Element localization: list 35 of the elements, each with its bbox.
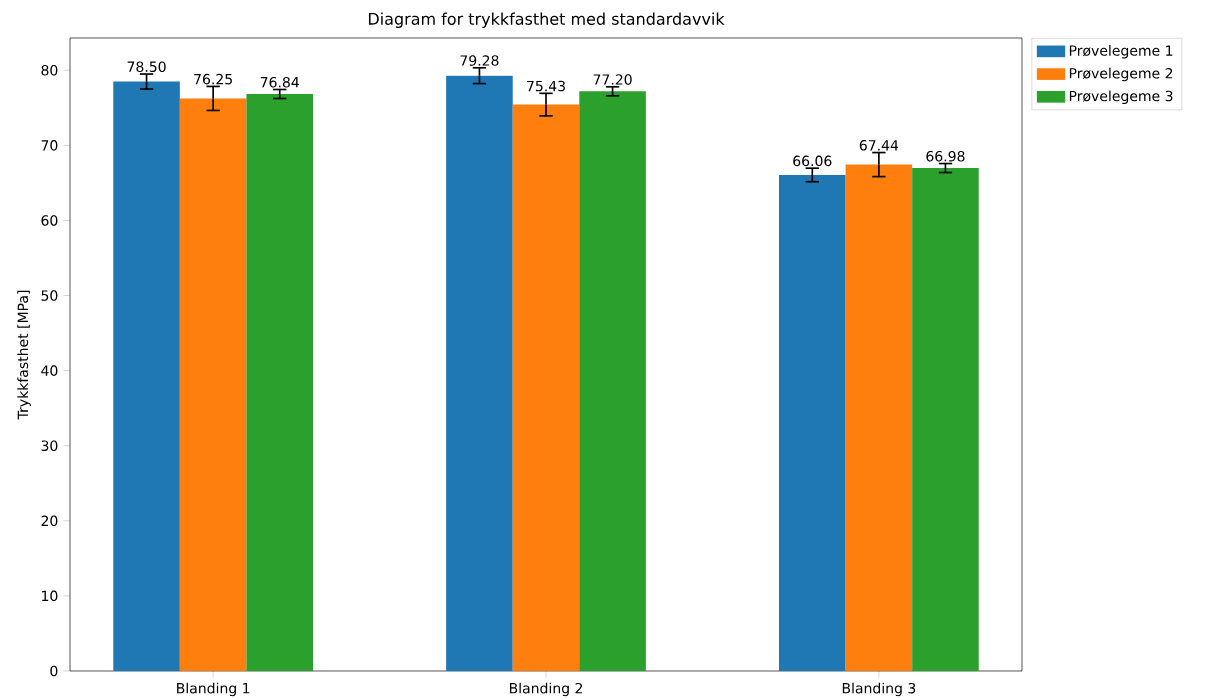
y-tick-label: 80	[41, 64, 58, 76]
legend-label: Prøvelegeme 2	[1069, 67, 1173, 82]
data-label: 77.20	[593, 74, 632, 85]
y-axis-title: Trykkfasthet [MPa]	[17, 290, 31, 420]
data-label: 66.06	[793, 155, 832, 167]
x-tick-label: Blanding 2	[509, 682, 583, 697]
data-label: 67.44	[859, 139, 899, 151]
y-tick-label: 10	[42, 590, 58, 602]
legend-label: Prøvelegeme 3	[1069, 90, 1173, 104]
x-tick-label: Blanding 3	[842, 682, 916, 697]
bar	[446, 75, 513, 671]
x-tick-label: Blanding 1	[177, 682, 250, 697]
y-tick-label: 40	[41, 365, 58, 376]
bar	[246, 94, 313, 671]
bar	[779, 174, 846, 671]
chart-title: Diagram for trykkfasthet med standardavvik	[368, 12, 725, 28]
y-tick-label: 70	[41, 140, 58, 151]
bar	[579, 91, 646, 671]
data-label: 79.28	[460, 55, 499, 66]
y-tick-label: 50	[41, 290, 58, 301]
bar	[845, 164, 913, 671]
bar	[179, 98, 247, 671]
y-tick-label: 20	[41, 515, 58, 527]
data-label: 75.43	[527, 80, 565, 92]
y-tick-label: 0	[50, 665, 58, 677]
bar	[512, 104, 580, 671]
data-label: 66.98	[926, 150, 965, 162]
bar	[113, 81, 180, 671]
legend-label: Prøvelegeme 1	[1069, 44, 1173, 59]
data-label: 78.50	[127, 61, 166, 73]
data-label: 76.84	[260, 76, 299, 88]
data-label: 76.25	[194, 73, 232, 85]
bar	[912, 168, 979, 671]
y-tick-label: 60	[41, 215, 58, 226]
y-tick-label: 30	[41, 440, 58, 452]
